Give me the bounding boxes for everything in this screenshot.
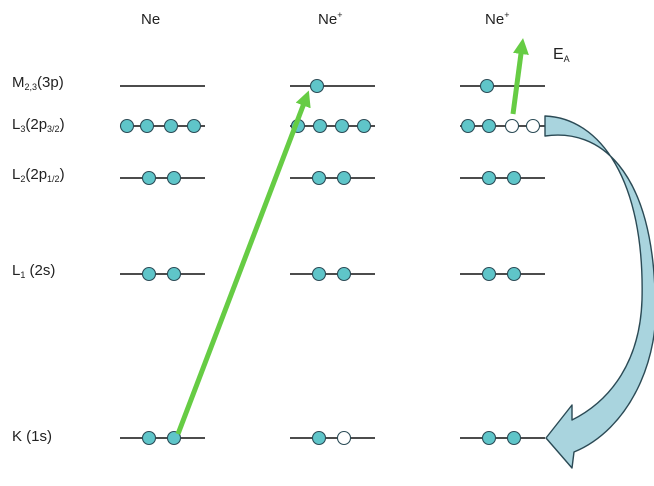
- level-lines: [120, 85, 545, 439]
- energy-ea-label: EA: [553, 46, 570, 64]
- level-label-m23: M2,3(3p): [12, 74, 64, 92]
- column-title-ne-ion-auger: Ne+: [485, 10, 510, 28]
- electron-icon: [141, 266, 157, 282]
- electron-icon: [166, 266, 182, 282]
- electron-icon: [334, 118, 350, 134]
- electron-icon: [506, 170, 522, 186]
- electron-icon: [479, 78, 495, 94]
- electrons: [119, 78, 541, 446]
- level-label-l1: L1 (2s): [12, 262, 56, 280]
- column-title-ne: Ne: [141, 11, 161, 28]
- excitation-arrow-icon: [175, 90, 311, 435]
- level-label-l3: L3(2p3/2): [12, 116, 65, 134]
- electron-icon: [336, 170, 352, 186]
- electron-icon: [139, 118, 155, 134]
- electron-icon: [186, 118, 202, 134]
- electron-icon: [336, 266, 352, 282]
- electron-icon: [166, 170, 182, 186]
- electron-icon: [166, 430, 182, 446]
- level-label-l2: L2(2p1/2): [12, 166, 65, 184]
- hole-icon: [525, 118, 541, 134]
- level-label-k: K (1s): [12, 428, 53, 445]
- auger-transition-curved-arrow-icon: [544, 115, 654, 469]
- electron-icon: [311, 170, 327, 186]
- electron-icon: [506, 266, 522, 282]
- electron-icon: [119, 118, 135, 134]
- electron-icon: [141, 170, 157, 186]
- electron-icon: [311, 266, 327, 282]
- electron-icon: [356, 118, 372, 134]
- electron-icon: [460, 118, 476, 134]
- electron-icon: [481, 118, 497, 134]
- electron-icon: [141, 430, 157, 446]
- electron-icon: [312, 118, 328, 134]
- column-title-ne-ion-excited: Ne+: [318, 10, 343, 28]
- hole-icon: [336, 430, 352, 446]
- electron-icon: [163, 118, 179, 134]
- auger-electron-arrow-icon: [510, 38, 529, 115]
- electron-icon: [481, 170, 497, 186]
- electron-icon: [309, 78, 325, 94]
- electron-icon: [311, 430, 327, 446]
- hole-icon: [504, 118, 520, 134]
- electron-icon: [481, 266, 497, 282]
- electron-icon: [506, 430, 522, 446]
- electron-icon: [481, 430, 497, 446]
